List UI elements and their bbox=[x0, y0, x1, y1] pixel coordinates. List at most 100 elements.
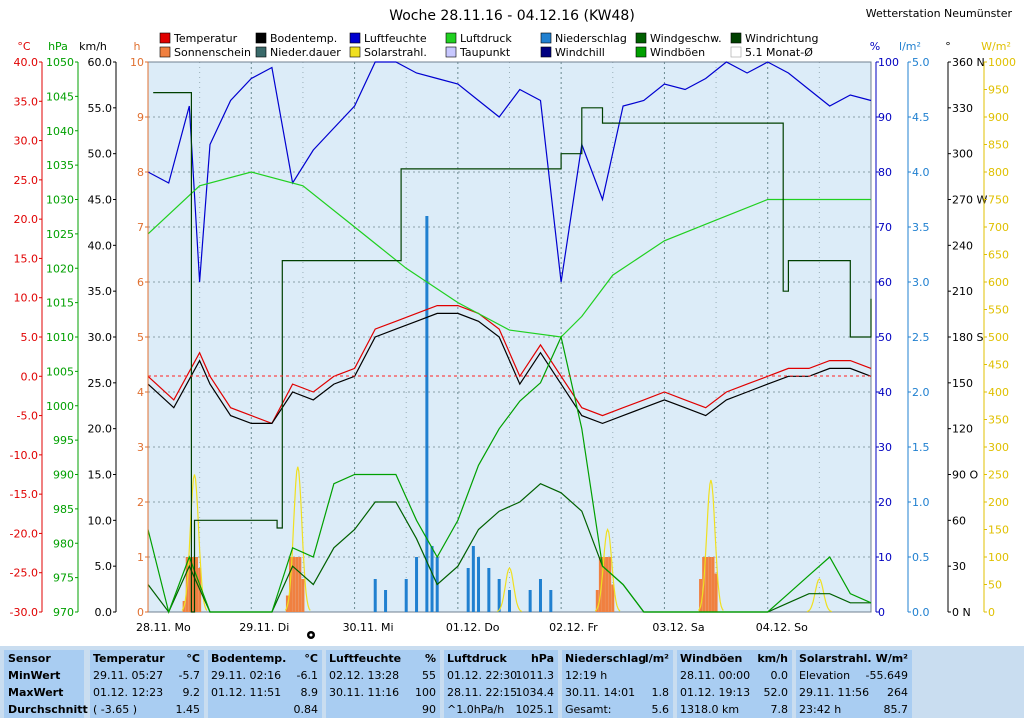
day-label: 30.11. Mi bbox=[343, 621, 394, 634]
stats-min-value: 1011.3 bbox=[515, 669, 555, 682]
tick-label-dir: 90 O bbox=[952, 469, 978, 482]
tick-label-rain: 4.0 bbox=[912, 166, 930, 179]
stats-header-value: l/m² bbox=[644, 652, 669, 665]
day-label: 02.12. Fr bbox=[549, 621, 598, 634]
sunshine-bar bbox=[711, 557, 715, 612]
tick-label-wind: 55.0 bbox=[88, 102, 113, 115]
legend-swatch bbox=[540, 46, 552, 58]
legend-label: Sonnenschein bbox=[174, 46, 251, 59]
tick-label-press: 1050 bbox=[46, 56, 74, 69]
stats-row-header: Luftfeuchte% bbox=[326, 650, 440, 667]
legend-swatch bbox=[349, 32, 361, 44]
tick-label-wind: 60.0 bbox=[88, 56, 113, 69]
series-luftfeuchte bbox=[147, 61, 872, 283]
day-label: 01.12. Do bbox=[446, 621, 500, 634]
precipitation-bar bbox=[487, 568, 491, 612]
series-windböen bbox=[147, 335, 872, 615]
stats-min-value: 0.0 bbox=[770, 669, 789, 682]
stats-max-value: 264 bbox=[887, 686, 908, 699]
stats-header-value: % bbox=[424, 652, 436, 665]
stats-max-text: 01.12. 11:51 bbox=[211, 686, 282, 699]
legend-swatch bbox=[349, 46, 361, 58]
tick-label-sun: 3 bbox=[137, 441, 144, 454]
stats-max-value: 9.2 bbox=[182, 686, 201, 699]
series-luftdruck bbox=[147, 171, 871, 338]
tick-label-hum: 80 bbox=[878, 166, 892, 179]
stats-min-text: 02.12. 13:28 bbox=[329, 669, 400, 682]
station-name: Wetterstation Neumünster bbox=[866, 7, 1013, 20]
stats-row-avg: 90 bbox=[326, 701, 440, 718]
tick-label-temp: -15.0 bbox=[10, 488, 38, 501]
tick-label-solar: 850 bbox=[988, 139, 1009, 152]
tick-label-hum: 90 bbox=[878, 111, 892, 124]
tick-label-press: 990 bbox=[53, 469, 74, 482]
axis-unit-temp: °C bbox=[17, 40, 31, 53]
precipitation-bar bbox=[477, 557, 481, 612]
stats-min-text: 29.11. 05:27 bbox=[93, 669, 164, 682]
sunshine-bar bbox=[601, 557, 605, 612]
legend-label: Niederschlag bbox=[555, 32, 627, 45]
day-label: 04.12. So bbox=[756, 621, 808, 634]
legend-label: Luftdruck bbox=[460, 32, 512, 45]
stats-row-min: 28.11. 00:00 0.0 bbox=[677, 667, 792, 684]
stats-row-avg: 1318.0 km 7.8 bbox=[677, 701, 792, 718]
stats-header-text: Temperatur bbox=[93, 652, 165, 665]
tick-label-sun: 5 bbox=[137, 331, 144, 344]
tick-label-press: 970 bbox=[53, 606, 74, 619]
tick-label-press: 975 bbox=[53, 572, 74, 585]
stats-min-value: -55.649 bbox=[865, 669, 908, 682]
stats-avg-value: 0.84 bbox=[293, 703, 319, 716]
tick-label-temp: -10.0 bbox=[10, 449, 38, 462]
legend-label: Windböen bbox=[650, 46, 705, 59]
tick-label-dir: 210 bbox=[952, 285, 973, 298]
axis-unit-press: hPa bbox=[48, 40, 68, 53]
tick-label-wind: 20.0 bbox=[88, 423, 113, 436]
stats-block-luftfeuchte: Luftfeuchte% 02.12. 13:28 55 30.11. 11:16 10… bbox=[326, 650, 440, 718]
stats-avg-text: Gesamt: bbox=[565, 703, 612, 716]
tick-label-press: 1020 bbox=[46, 262, 74, 275]
line-layer bbox=[147, 61, 872, 615]
stats-row-header: Luftdruck hPa bbox=[444, 650, 558, 667]
precipitation-bar bbox=[415, 557, 419, 612]
tick-label-temp: -30.0 bbox=[10, 606, 38, 619]
precipitation-bar bbox=[549, 590, 553, 612]
bar-layer bbox=[181, 216, 833, 613]
stats-max-value: 1.8 bbox=[651, 686, 670, 699]
chart-title: Woche 28.11.16 - 04.12.16 (KW48) bbox=[389, 8, 635, 24]
stats-row-min: 02.12. 13:28 55 bbox=[326, 667, 440, 684]
tick-label-press: 1015 bbox=[46, 297, 74, 310]
stats-block-bodentemp-: Bodentemp. °C 29.11. 02:16 -6.1 01.12. 11:51… bbox=[208, 650, 322, 718]
stats-row-max: 01.12. 12:23 9.2 bbox=[90, 684, 204, 701]
stats-avg-value: 85.7 bbox=[883, 703, 909, 716]
tick-label-temp: 5.0 bbox=[21, 331, 39, 344]
legend-label: Taupunkt bbox=[459, 46, 511, 59]
tick-label-solar: 250 bbox=[988, 469, 1009, 482]
stats-min-text: 28.11. 00:00 bbox=[680, 669, 751, 682]
stats-header-text: Solarstrahl. bbox=[799, 652, 872, 665]
legend-swatch bbox=[159, 46, 171, 58]
tick-label-hum: 20 bbox=[878, 496, 892, 509]
stats-row-avg: ( -3.65 ) 1.45 bbox=[90, 701, 204, 718]
stats-header-text: Bodentemp. bbox=[211, 652, 287, 665]
tick-label-solar: 800 bbox=[988, 166, 1009, 179]
legend-swatch bbox=[540, 32, 552, 44]
tick-label-dir: 180 S bbox=[952, 331, 983, 344]
stats-max-text: 01.12. 12:23 bbox=[93, 686, 164, 699]
tick-label-press: 1000 bbox=[46, 400, 74, 413]
stats-row-max: 01.12. 19:13 52.0 bbox=[677, 684, 792, 701]
tick-label-press: 1010 bbox=[46, 331, 74, 344]
sunshine-bar bbox=[714, 573, 718, 612]
stats-header-text: Niederschlag bbox=[565, 652, 647, 665]
stats-row-avg: 23:42 h 85.7 bbox=[796, 701, 912, 718]
legend-swatch bbox=[255, 32, 267, 44]
tick-label-wind: 50.0 bbox=[88, 148, 113, 161]
stats-avg-text: ( -3.65 ) bbox=[93, 703, 138, 716]
sunshine-bar bbox=[699, 579, 703, 612]
stats-header-text: Windböen bbox=[680, 652, 743, 665]
stats-min-text: Elevation bbox=[799, 669, 851, 682]
stats-header-text: Luftfeuchte bbox=[329, 652, 402, 665]
stats-max-value: 1034.4 bbox=[515, 686, 555, 699]
sunshine-bar bbox=[605, 557, 609, 612]
stats-avg-text: 1318.0 km bbox=[680, 703, 740, 716]
now-marker-dot bbox=[309, 633, 313, 637]
